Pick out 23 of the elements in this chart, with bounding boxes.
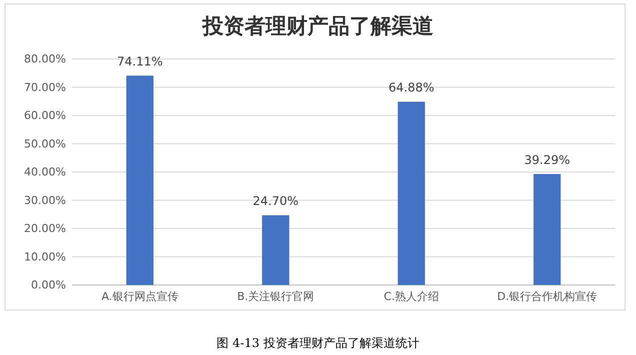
x-tick-label: C.熟人介绍	[384, 290, 439, 303]
y-tick-label: 30.00%	[24, 194, 66, 207]
y-tick-label: 20.00%	[24, 222, 66, 236]
bar	[126, 76, 154, 285]
bar	[398, 102, 425, 285]
y-tick-label: 60.00%	[24, 109, 66, 122]
caption: 图 4-13 投资者理财产品了解渠道统计	[216, 336, 420, 350]
y-tick-label: 50.00%	[24, 137, 66, 150]
x-tick-label: B.关注银行官网	[237, 290, 314, 303]
data-label: 74.11%	[116, 54, 163, 69]
data-label: 39.29%	[524, 153, 570, 168]
bar	[262, 215, 290, 285]
x-tick-label: D.银行合作机构宣传	[497, 290, 598, 303]
y-tick-label: 10.00%	[24, 250, 66, 264]
chart-title: 投资者理财产品了解渠道	[202, 13, 434, 38]
bar	[534, 174, 561, 285]
y-tick-label: 40.00%	[24, 166, 66, 179]
data-label: 24.70%	[252, 194, 299, 208]
x-tick-label: A.银行网点宣传	[101, 290, 178, 303]
y-tick-label: 80.00%	[24, 52, 66, 66]
y-tick-label: 0.00%	[31, 278, 66, 292]
data-label: 64.88%	[388, 80, 434, 95]
y-tick-label: 70.00%	[24, 80, 66, 94]
